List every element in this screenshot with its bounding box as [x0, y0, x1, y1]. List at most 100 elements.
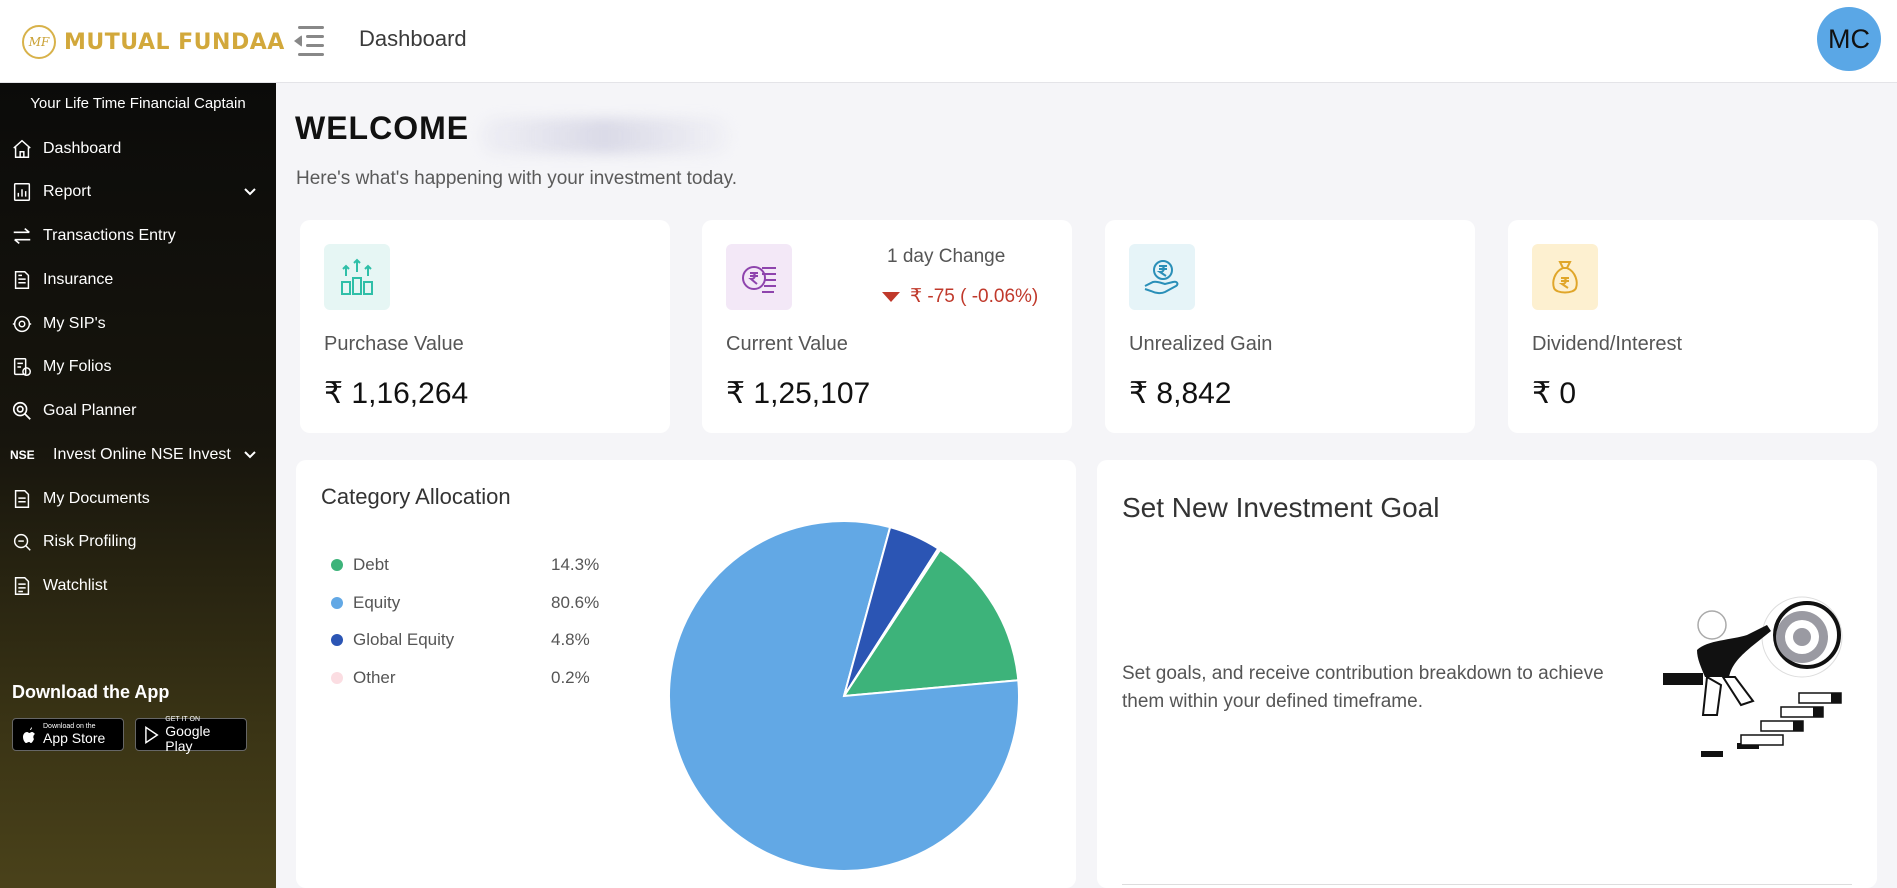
legend-label: Equity: [353, 593, 401, 612]
legend-value: 0.2%: [551, 668, 590, 687]
google-play-icon: [145, 725, 159, 744]
sidebar-item-label: Invest Online NSE Invest: [53, 446, 231, 463]
google-play-big-text: Google Play: [165, 722, 211, 754]
caret-down-icon: [882, 291, 900, 302]
stat-value: ₹ 1,16,264: [324, 377, 469, 410]
legend-item[interactable]: Global Equity 4.8%: [331, 628, 611, 652]
legend-swatch: [331, 672, 343, 684]
sidebar-item-label: Dashboard: [43, 140, 122, 157]
legend-label: Global Equity: [353, 630, 455, 649]
redacted-user-name: [480, 118, 730, 154]
brand-logo[interactable]: MF MUTUAL FUNDAA: [22, 22, 285, 62]
app-store-big-text: App Store: [43, 730, 106, 746]
sidebar-item-label: My Documents: [43, 490, 150, 507]
stacked-coins-growth-icon: [324, 244, 390, 310]
google-play-button[interactable]: GET IT ON Google Play: [135, 715, 247, 754]
welcome-title: WELCOME: [295, 110, 470, 146]
sidebar-item-insurance[interactable]: Insurance: [10, 263, 266, 297]
sidebar-item-risk-profiling[interactable]: Risk Profiling: [10, 525, 266, 559]
sidebar-item-label: My Folios: [43, 358, 112, 375]
sidebar-item-report[interactable]: Report: [10, 175, 266, 209]
goal-divider: [1122, 884, 1852, 885]
money-bag-icon: [1532, 244, 1598, 310]
legend-value: 4.8%: [551, 630, 590, 649]
sip-icon: [10, 312, 34, 336]
legend-label: Other: [353, 668, 396, 687]
logo-mark-icon: MF: [22, 25, 56, 59]
rupee-coins-icon: [726, 244, 792, 310]
legend-value: 14.3%: [551, 555, 600, 574]
user-avatar[interactable]: MC: [1817, 7, 1881, 71]
stat-label: Dividend/Interest: [1532, 333, 1683, 355]
top-bar: MF MUTUAL FUNDAA Dashboard MC: [0, 0, 1897, 83]
sidebar-item-label: Transactions Entry: [43, 227, 176, 244]
pie-slice-debt[interactable]: [842, 548, 1020, 698]
day-change-label: 1 day Change: [887, 246, 1006, 267]
logo-text: MUTUAL FUNDAA: [64, 29, 285, 55]
page-title: Dashboard: [359, 26, 467, 51]
sidebar-item-watchlist[interactable]: Watchlist: [10, 569, 266, 603]
sidebar-item-transactions-entry[interactable]: Transactions Entry: [10, 219, 266, 253]
sidebar-item-label: Goal Planner: [43, 402, 137, 419]
stat-value: ₹ 0: [1532, 377, 1577, 410]
category-allocation-title: Category Allocation: [321, 484, 511, 509]
pie-slice-other[interactable]: [843, 547, 942, 697]
sidebar-item-my-sips[interactable]: My SIP's: [10, 307, 266, 341]
arrows-swap-icon: [10, 224, 34, 248]
document-icon: [10, 487, 34, 511]
sidebar-item-my-folios[interactable]: My Folios: [10, 350, 266, 384]
category-allocation-panel: Category Allocation Debt 14.3% Equity 80…: [296, 460, 1076, 888]
app-store-small-text: Download on the: [43, 723, 96, 730]
stat-value: ₹ 1,25,107: [726, 377, 871, 410]
sidebar-item-label: Insurance: [43, 271, 114, 288]
legend-swatch: [331, 559, 343, 571]
chevron-down-icon: [244, 188, 256, 196]
stat-value: ₹ 8,842: [1129, 377, 1232, 410]
stat-card-dividend-interest: Dividend/Interest ₹ 0: [1508, 220, 1878, 433]
welcome-subtitle: Here's what's happening with your invest…: [296, 168, 737, 189]
allocation-pie-chart[interactable]: [666, 518, 1022, 874]
sidebar-item-my-documents[interactable]: My Documents: [10, 482, 266, 516]
sidebar-item-label: My SIP's: [43, 315, 106, 332]
legend-label: Debt: [353, 555, 389, 574]
watchlist-icon: [10, 574, 34, 598]
chevron-down-icon: [244, 451, 256, 459]
day-change-value: ₹ -75 ( -0.06%): [882, 285, 1038, 308]
sidebar-item-dashboard[interactable]: Dashboard: [10, 132, 266, 166]
stat-label: Purchase Value: [324, 333, 464, 355]
legend-item[interactable]: Equity 80.6%: [331, 591, 611, 615]
sidebar-tagline: Your Life Time Financial Captain: [30, 95, 246, 112]
home-icon: [10, 137, 34, 161]
goal-search-icon: [10, 399, 34, 423]
goal-description: Set goals, and receive contribution brea…: [1122, 663, 1604, 712]
sidebar: Your Life Time Financial Captain Dashboa…: [0, 83, 276, 888]
risk-icon: [10, 530, 34, 554]
sidebar-item-invest-online[interactable]: NSE Invest Online NSE Invest: [10, 438, 266, 472]
stat-card-unrealized-gain: Unrealized Gain ₹ 8,842: [1105, 220, 1475, 433]
investment-goal-panel: Set New Investment Goal Set goals, and r…: [1097, 460, 1877, 888]
day-change-text: ₹ -75 ( -0.06%): [910, 286, 1039, 307]
stat-label: Unrealized Gain: [1129, 333, 1273, 355]
sidebar-item-goal-planner[interactable]: Goal Planner: [10, 394, 266, 428]
download-app-title: Download the App: [12, 682, 170, 702]
legend-value: 80.6%: [551, 593, 600, 612]
app-store-button[interactable]: Download on the App Store: [12, 718, 124, 751]
legend-swatch: [331, 597, 343, 609]
goal-title: Set New Investment Goal: [1122, 492, 1440, 523]
report-icon: [10, 180, 34, 204]
legend-swatch: [331, 634, 343, 646]
folio-icon: [10, 355, 34, 379]
stat-label: Current Value: [726, 333, 848, 355]
stat-card-current-value: 1 day Change ₹ -75 ( -0.06%) Current Val…: [702, 220, 1072, 433]
hand-rupee-icon: [1129, 244, 1195, 310]
legend-item[interactable]: Debt 14.3%: [331, 553, 611, 577]
google-play-small-text: GET IT ON: [165, 715, 200, 723]
sidebar-item-label: Risk Profiling: [43, 533, 137, 550]
legend-item[interactable]: Other 0.2%: [331, 666, 611, 690]
menu-toggle-icon[interactable]: [294, 24, 324, 58]
sidebar-item-label: Report: [43, 183, 92, 200]
nse-badge: NSE: [10, 448, 35, 462]
sidebar-item-label: Watchlist: [43, 577, 108, 594]
document-icon: [10, 268, 34, 292]
stat-card-purchase-value: Purchase Value ₹ 1,16,264: [300, 220, 670, 433]
